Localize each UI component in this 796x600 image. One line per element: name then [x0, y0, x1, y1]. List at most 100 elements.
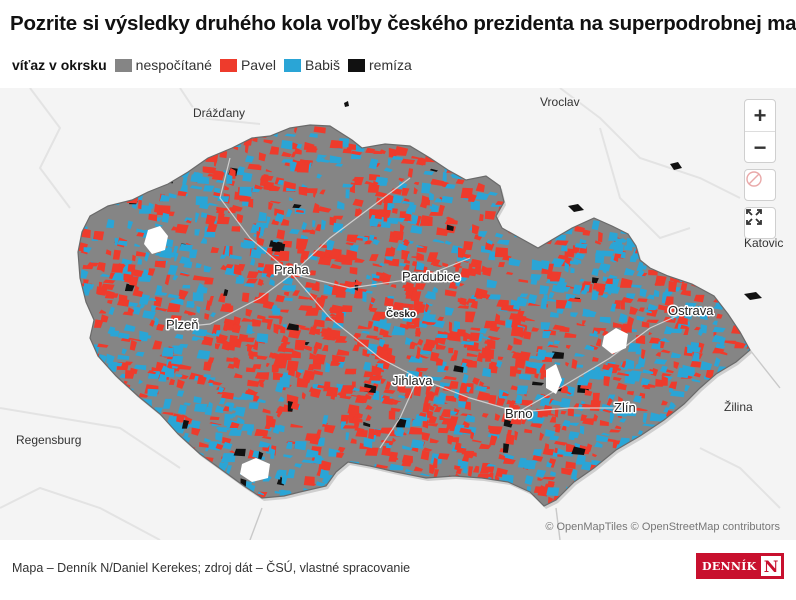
precinct-cell: [442, 262, 449, 268]
precinct-cell: [389, 507, 398, 515]
precinct-cell: [696, 305, 703, 317]
precinct-cell: [305, 307, 320, 316]
precinct-cell: [250, 224, 260, 233]
precinct-cell: [93, 192, 103, 200]
precinct-cell: [525, 366, 537, 375]
precinct-cell: [524, 460, 537, 470]
precinct-cell: [237, 134, 244, 139]
compass-reset-button[interactable]: [744, 169, 776, 201]
precinct-cell: [660, 349, 671, 354]
zoom-in-button[interactable]: +: [753, 102, 767, 128]
precinct-cell: [748, 361, 750, 372]
precinct-cell: [697, 235, 705, 243]
precinct-cell: [633, 395, 642, 403]
precinct-cell: [306, 509, 313, 519]
precinct-cell: [740, 269, 750, 274]
map-canvas[interactable]: Praha Pardubice Česko Plzeň Jihlava Brno…: [0, 88, 796, 540]
precinct-cell: [556, 448, 565, 455]
precinct-cell: [665, 496, 673, 505]
map-attribution[interactable]: © OpenMapTiles © OpenStreetMap contribut…: [545, 521, 780, 533]
precinct-cell: [418, 483, 430, 495]
precinct-cell: [78, 365, 83, 370]
precinct-cell: [669, 475, 681, 485]
precinct-cell: [578, 504, 585, 506]
precinct-cell: [281, 285, 296, 292]
precinct-cell: [689, 428, 696, 433]
precinct-cell: [372, 429, 382, 437]
precinct-cell: [648, 459, 656, 463]
precinct-cell: [457, 305, 469, 309]
precinct-cell: [214, 494, 226, 504]
precinct-cell: [745, 415, 750, 421]
precinct-cell: [365, 290, 373, 294]
precinct-cell: [698, 458, 710, 470]
precinct-cell: [554, 441, 568, 446]
precinct-cell: [381, 395, 390, 399]
precinct-cell: [79, 134, 88, 145]
precinct-cell: [320, 256, 332, 266]
precinct-cell: [384, 297, 394, 307]
precinct-cell: [619, 486, 628, 495]
precinct-cell: [714, 502, 721, 506]
precinct-cell: [470, 431, 475, 440]
precinct-cell: [579, 278, 585, 282]
precinct-cell: [707, 205, 717, 215]
precinct-cell: [335, 163, 344, 167]
precinct-cell: [376, 494, 389, 498]
precinct-cell: [599, 420, 609, 426]
precinct-cell: [470, 157, 484, 163]
precinct-cell: [207, 401, 213, 408]
precinct-cell: [319, 469, 329, 479]
precinct-cell: [523, 136, 530, 142]
precinct-cell: [182, 284, 191, 289]
precinct-cell: [573, 158, 585, 167]
precinct-cell: [526, 156, 536, 167]
fullscreen-button[interactable]: [744, 207, 776, 239]
city-label-plzen: Plzeň: [166, 317, 199, 332]
precinct-cell: [465, 311, 476, 323]
precinct-cell: [705, 190, 713, 194]
precinct-cell: [275, 294, 285, 303]
precinct-cell: [622, 489, 635, 496]
precinct-cell: [487, 191, 498, 196]
precinct-cell: [122, 311, 133, 316]
precinct-cell: [514, 173, 527, 179]
precinct-cell: [175, 474, 188, 480]
precinct-cell: [401, 250, 409, 261]
precinct-cell: [710, 257, 723, 263]
precinct-cell: [628, 186, 636, 197]
precinct-cell: [413, 318, 420, 328]
precinct-cell: [733, 138, 745, 150]
precinct-cell: [429, 191, 434, 201]
precinct-cell: [298, 186, 308, 196]
precinct-cell: [87, 404, 99, 415]
precinct-cell: [726, 125, 739, 128]
legend-swatch: [219, 58, 237, 72]
precinct-cell: [226, 357, 237, 362]
precinct-cell: [640, 377, 651, 386]
precinct-cell: [482, 367, 491, 378]
precinct-cell: [453, 264, 463, 268]
dennik-n-logo[interactable]: DENNÍK N: [696, 553, 784, 579]
precinct-cell: [693, 228, 700, 233]
precinct-cell: [450, 355, 456, 362]
precinct-cell: [521, 207, 528, 218]
precinct-cell: [706, 201, 717, 208]
precinct-cell: [224, 185, 230, 191]
precinct-cell: [509, 176, 517, 181]
precinct-cell: [514, 357, 526, 369]
precinct-cell: [595, 338, 602, 347]
precinct-cell: [383, 200, 388, 211]
precinct-cell: [252, 186, 261, 193]
map-viewport[interactable]: Praha Pardubice Česko Plzeň Jihlava Brno…: [0, 88, 796, 540]
precinct-cell: [457, 247, 467, 258]
precinct-cell: [241, 423, 254, 431]
precinct-cell: [168, 164, 183, 170]
precinct-cell: [392, 194, 404, 203]
zoom-out-button[interactable]: −: [745, 131, 775, 163]
precinct-cell: [185, 466, 191, 473]
precinct-cell: [649, 259, 656, 264]
precinct-cell: [115, 407, 128, 415]
precinct-cell: [663, 250, 677, 254]
precinct-cell: [86, 159, 92, 168]
